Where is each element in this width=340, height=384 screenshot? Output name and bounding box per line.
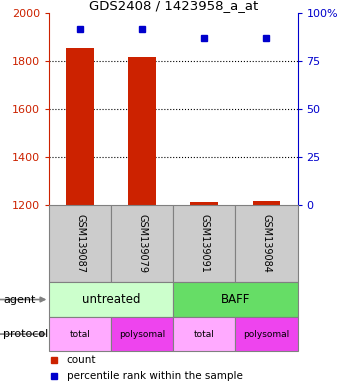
Text: untreated: untreated bbox=[82, 293, 141, 306]
Text: percentile rank within the sample: percentile rank within the sample bbox=[67, 371, 242, 381]
Title: GDS2408 / 1423958_a_at: GDS2408 / 1423958_a_at bbox=[89, 0, 258, 12]
Bar bbox=[235, 317, 298, 351]
Text: total: total bbox=[194, 329, 215, 339]
Bar bbox=[66, 48, 94, 205]
Bar bbox=[173, 282, 298, 317]
Text: BAFF: BAFF bbox=[221, 293, 250, 306]
Text: agent: agent bbox=[3, 295, 36, 305]
Bar bbox=[129, 56, 156, 205]
Bar bbox=[190, 202, 218, 205]
Text: GSM139079: GSM139079 bbox=[137, 214, 147, 273]
Text: polysomal: polysomal bbox=[119, 329, 166, 339]
Bar bbox=[49, 205, 111, 282]
Text: polysomal: polysomal bbox=[243, 329, 290, 339]
Text: GSM139091: GSM139091 bbox=[200, 214, 209, 273]
Text: GSM139084: GSM139084 bbox=[261, 214, 271, 273]
Text: total: total bbox=[70, 329, 91, 339]
Bar bbox=[111, 317, 173, 351]
Bar bbox=[173, 317, 235, 351]
Bar bbox=[253, 200, 280, 205]
Bar bbox=[173, 205, 235, 282]
Text: count: count bbox=[67, 354, 96, 364]
Bar bbox=[111, 205, 173, 282]
Text: protocol: protocol bbox=[3, 329, 49, 339]
Bar bbox=[49, 317, 111, 351]
Text: GSM139087: GSM139087 bbox=[75, 214, 85, 273]
Bar bbox=[235, 205, 298, 282]
Bar bbox=[49, 282, 173, 317]
